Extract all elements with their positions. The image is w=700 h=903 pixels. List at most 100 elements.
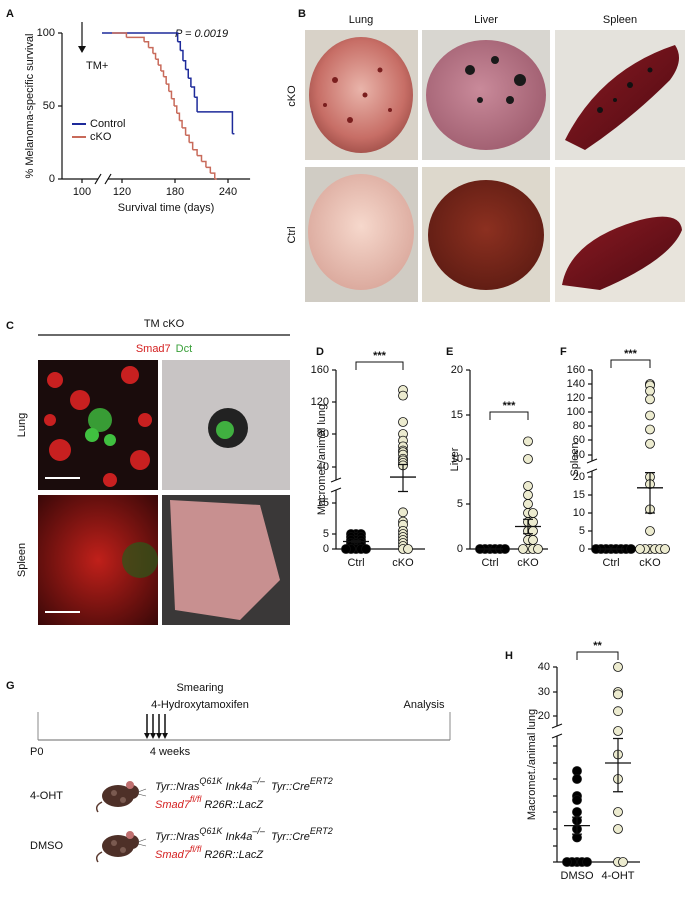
genotype-part: Q61K xyxy=(199,776,223,786)
panel-label: F xyxy=(560,346,567,358)
data-point xyxy=(660,544,670,554)
survival-step xyxy=(205,166,212,174)
genotype-part: Tyr::Cre xyxy=(265,831,310,843)
photo-organ xyxy=(428,180,544,290)
group-label: DMSO xyxy=(30,840,63,852)
panel-title: TM cKO xyxy=(144,318,185,330)
data-point xyxy=(635,544,645,554)
y-tick-label: 5 xyxy=(579,525,585,537)
genotype-part: Q61K xyxy=(199,826,223,836)
y-tick-label: 60 xyxy=(573,434,585,446)
data-point xyxy=(645,386,655,396)
timeline-label: Smearing xyxy=(176,682,223,694)
y-tick-label: 0 xyxy=(579,543,585,555)
axis-break xyxy=(551,723,563,729)
data-point xyxy=(523,490,533,500)
y-tick-label: 160 xyxy=(567,364,585,376)
x-tick-label: 120 xyxy=(113,186,131,198)
legend-label: Control xyxy=(90,118,125,130)
data-point xyxy=(523,499,533,509)
data-point xyxy=(403,544,413,554)
survival-step xyxy=(166,83,170,92)
y-tick-label: 40 xyxy=(317,461,329,473)
genotype-part: fl/fl xyxy=(190,844,203,854)
genotype-part: R26R::LacZ xyxy=(201,849,264,861)
survival-step xyxy=(160,70,165,77)
y-tick-label: 10 xyxy=(451,453,463,465)
survival-step xyxy=(144,41,150,48)
significance-bracket xyxy=(355,361,404,370)
y-axis-title: Spleen xyxy=(569,442,581,476)
data-point xyxy=(398,417,408,427)
data-point xyxy=(398,390,408,401)
survival-step xyxy=(189,141,194,150)
column-label: Liver xyxy=(474,14,498,26)
data-point xyxy=(523,436,533,447)
group-label: 4-OHT xyxy=(30,790,63,802)
stain-label: Smad7 xyxy=(136,343,171,355)
data-point xyxy=(618,857,628,867)
row-label: Spleen xyxy=(16,543,28,577)
sem-bar xyxy=(613,737,623,793)
data-point xyxy=(572,795,582,805)
micrograph-signal xyxy=(122,542,158,578)
y-tick-label: 20 xyxy=(573,471,585,483)
photo-organ xyxy=(426,40,546,150)
micrograph-signal xyxy=(170,500,280,620)
y-tick-label: 15 xyxy=(451,409,463,421)
column-label: Spleen xyxy=(603,14,637,26)
survival-step xyxy=(112,32,128,38)
significance-label: *** xyxy=(373,350,387,362)
axis-break xyxy=(94,173,102,185)
data-point xyxy=(645,526,655,536)
timeline-label: 4 weeks xyxy=(150,746,191,758)
y-tick-label: 10 xyxy=(573,507,585,519)
y-tick-label: 5 xyxy=(323,528,329,540)
x-tick-label: cKO xyxy=(392,557,414,569)
survival-step xyxy=(126,36,145,42)
survival-step xyxy=(190,86,196,98)
survival-step xyxy=(102,32,179,42)
survival-step xyxy=(168,90,173,99)
genotype-part: Tyr::Nras xyxy=(155,781,200,793)
panel-label: A xyxy=(6,8,14,20)
x-axis-title: Survival time (days) xyxy=(118,202,215,214)
survival-step xyxy=(185,134,190,143)
y-tick-label: 40 xyxy=(538,661,550,673)
survival-step xyxy=(180,49,184,61)
survival-step xyxy=(174,105,178,114)
genotype-part: R26R::LacZ xyxy=(201,799,264,811)
marker-label: TM+ xyxy=(86,60,108,72)
survival-step xyxy=(185,68,189,79)
y-tick-label: 160 xyxy=(311,364,329,376)
y-tick-label: 0 xyxy=(49,173,55,185)
axis-break xyxy=(586,468,598,474)
data-point xyxy=(645,410,655,421)
y-tick-label: 120 xyxy=(567,392,585,404)
photo-organ xyxy=(562,216,682,290)
y-axis-title: % Melanoma-specific survival xyxy=(24,34,36,179)
y-tick-label: 50 xyxy=(43,100,55,112)
x-tick-label: Ctrl xyxy=(481,557,498,569)
data-point xyxy=(523,454,533,464)
timeline-label: Analysis xyxy=(404,699,445,711)
survival-step xyxy=(194,96,198,112)
data-point xyxy=(613,726,623,736)
sem-bar xyxy=(645,472,655,514)
panel-label: H xyxy=(505,650,513,662)
x-tick-label: 4-OHT xyxy=(602,870,635,882)
genotype: Smad7fl/fl R26R::LacZ xyxy=(155,844,264,861)
data-point xyxy=(533,544,543,554)
y-tick-label: 0 xyxy=(323,543,329,555)
survival-step xyxy=(163,76,167,85)
significance-label: ** xyxy=(593,640,602,652)
y-tick-label: 100 xyxy=(37,27,55,39)
x-tick-label: cKO xyxy=(639,557,661,569)
stain-label: Dct xyxy=(176,343,193,355)
micrograph-signal xyxy=(44,366,152,487)
y-tick-label: 40 xyxy=(573,449,585,461)
legend-label: cKO xyxy=(90,131,112,143)
genotype-part: Ink4a xyxy=(222,831,252,843)
timeline xyxy=(37,712,451,863)
